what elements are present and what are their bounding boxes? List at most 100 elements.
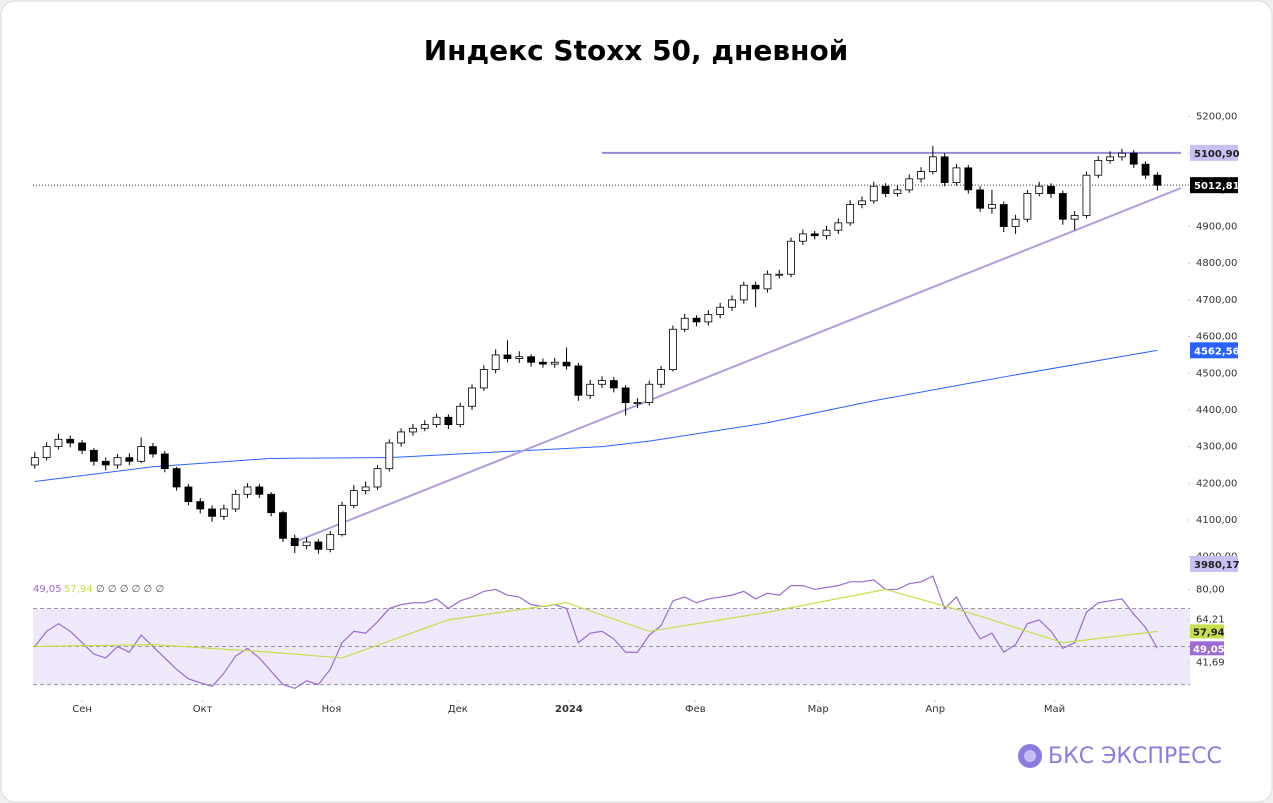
brand: БКС ЭКСПРЕСС	[1048, 744, 1222, 769]
y-tick-label: 4200,00	[1196, 478, 1237, 489]
candle-body	[539, 361, 547, 365]
candle-body	[550, 361, 559, 365]
candle-body	[503, 354, 512, 359]
candle-body	[928, 156, 937, 172]
rsi-line	[34, 575, 1158, 690]
x-tick-label: Сен	[72, 704, 92, 715]
y-tick-label: 64,21	[1196, 614, 1225, 625]
candle-body	[1011, 218, 1020, 227]
candle-body	[739, 284, 748, 301]
candle-body	[893, 189, 902, 194]
candle-body	[574, 365, 583, 396]
candle-body	[1023, 193, 1032, 220]
ma-label: 4562,56	[1194, 346, 1240, 357]
last-price-label-bg	[1190, 177, 1238, 194]
candle-body	[1118, 152, 1126, 158]
candle-body	[609, 380, 618, 389]
candle-body	[1153, 174, 1162, 186]
candle-body	[952, 167, 961, 183]
candle-body	[704, 314, 713, 323]
legend-value: 57,94	[64, 584, 93, 595]
rsi-last-bg	[1190, 641, 1224, 656]
candle-body	[1141, 163, 1150, 176]
resistance-label: 5100,90	[1194, 149, 1240, 160]
y-tick-label: 4600,00	[1196, 332, 1237, 343]
candle-body	[89, 449, 98, 462]
y-tick-label: 4400,00	[1196, 405, 1237, 416]
y-tick-label: 4700,00	[1196, 295, 1237, 306]
candle-body	[775, 273, 784, 276]
candle-body	[184, 486, 193, 503]
candle-body	[728, 299, 736, 308]
rsi-last-bg	[1190, 624, 1224, 639]
candle-body	[668, 328, 677, 370]
candle-body	[290, 537, 299, 547]
candle-body	[633, 402, 642, 405]
candle-body	[834, 222, 843, 231]
candle-body	[243, 486, 252, 495]
candle-body	[598, 380, 606, 385]
rsi-last-label: 57,94	[1193, 627, 1225, 638]
candle-body	[42, 446, 51, 459]
candle-body	[208, 508, 216, 517]
x-tick-label: 2024	[555, 704, 583, 715]
y-tick-label: 41,69	[1196, 657, 1225, 668]
candle-body	[125, 457, 134, 462]
candle-body	[196, 501, 205, 510]
candle-body	[385, 442, 394, 470]
candle-body	[338, 504, 346, 536]
y-tick-label: 4500,00	[1196, 368, 1237, 379]
candle-body	[314, 541, 323, 550]
candle-body	[456, 405, 465, 426]
candle-body	[160, 453, 169, 470]
candle-body	[491, 354, 500, 370]
candle-body	[798, 233, 807, 242]
candle-body	[822, 229, 831, 237]
candle-body	[527, 356, 536, 363]
extra-price-label: 3980,17	[1194, 560, 1240, 571]
candle-body	[680, 317, 689, 330]
candle-body	[479, 369, 488, 389]
ma-label-bg	[1190, 342, 1238, 359]
rsi-last-label: 49,05	[1193, 644, 1225, 655]
x-tick-label: Фев	[685, 704, 706, 715]
candle-body	[751, 284, 760, 290]
candle-body	[149, 446, 157, 455]
candle-body	[1035, 185, 1044, 194]
candle-body	[373, 468, 382, 488]
candle-body	[905, 178, 914, 191]
candle-body	[231, 493, 240, 510]
x-tick-label: Окт	[193, 704, 213, 715]
candle-body	[988, 204, 996, 209]
candle-body	[361, 486, 370, 492]
candle-body	[267, 493, 276, 514]
candle-body	[787, 240, 795, 275]
candle-body	[810, 233, 819, 237]
candle-body	[255, 486, 264, 495]
candle-body	[621, 387, 630, 404]
candle-body	[716, 306, 725, 315]
candle-body	[645, 383, 654, 404]
legend-value: 49,05	[33, 584, 62, 595]
candle-body	[101, 460, 110, 466]
candle-body	[30, 457, 39, 466]
resistance-label-bg	[1190, 144, 1238, 161]
legend-extra: ∅ ∅ ∅ ∅ ∅ ∅	[96, 584, 164, 595]
extra-price-label-bg	[1190, 555, 1238, 572]
candle-body	[219, 508, 228, 517]
candle-body	[586, 383, 595, 396]
candle-body	[279, 512, 287, 539]
candle-body	[917, 171, 925, 180]
candle-body	[1129, 152, 1138, 165]
candle-body	[881, 185, 890, 194]
candle-body	[964, 167, 973, 191]
candle-body	[113, 457, 122, 466]
candle-body	[858, 200, 866, 205]
candle-body	[562, 361, 571, 367]
candle-body	[940, 156, 949, 183]
y-tick-label: 4800,00	[1196, 258, 1237, 269]
candle-body	[397, 431, 406, 444]
